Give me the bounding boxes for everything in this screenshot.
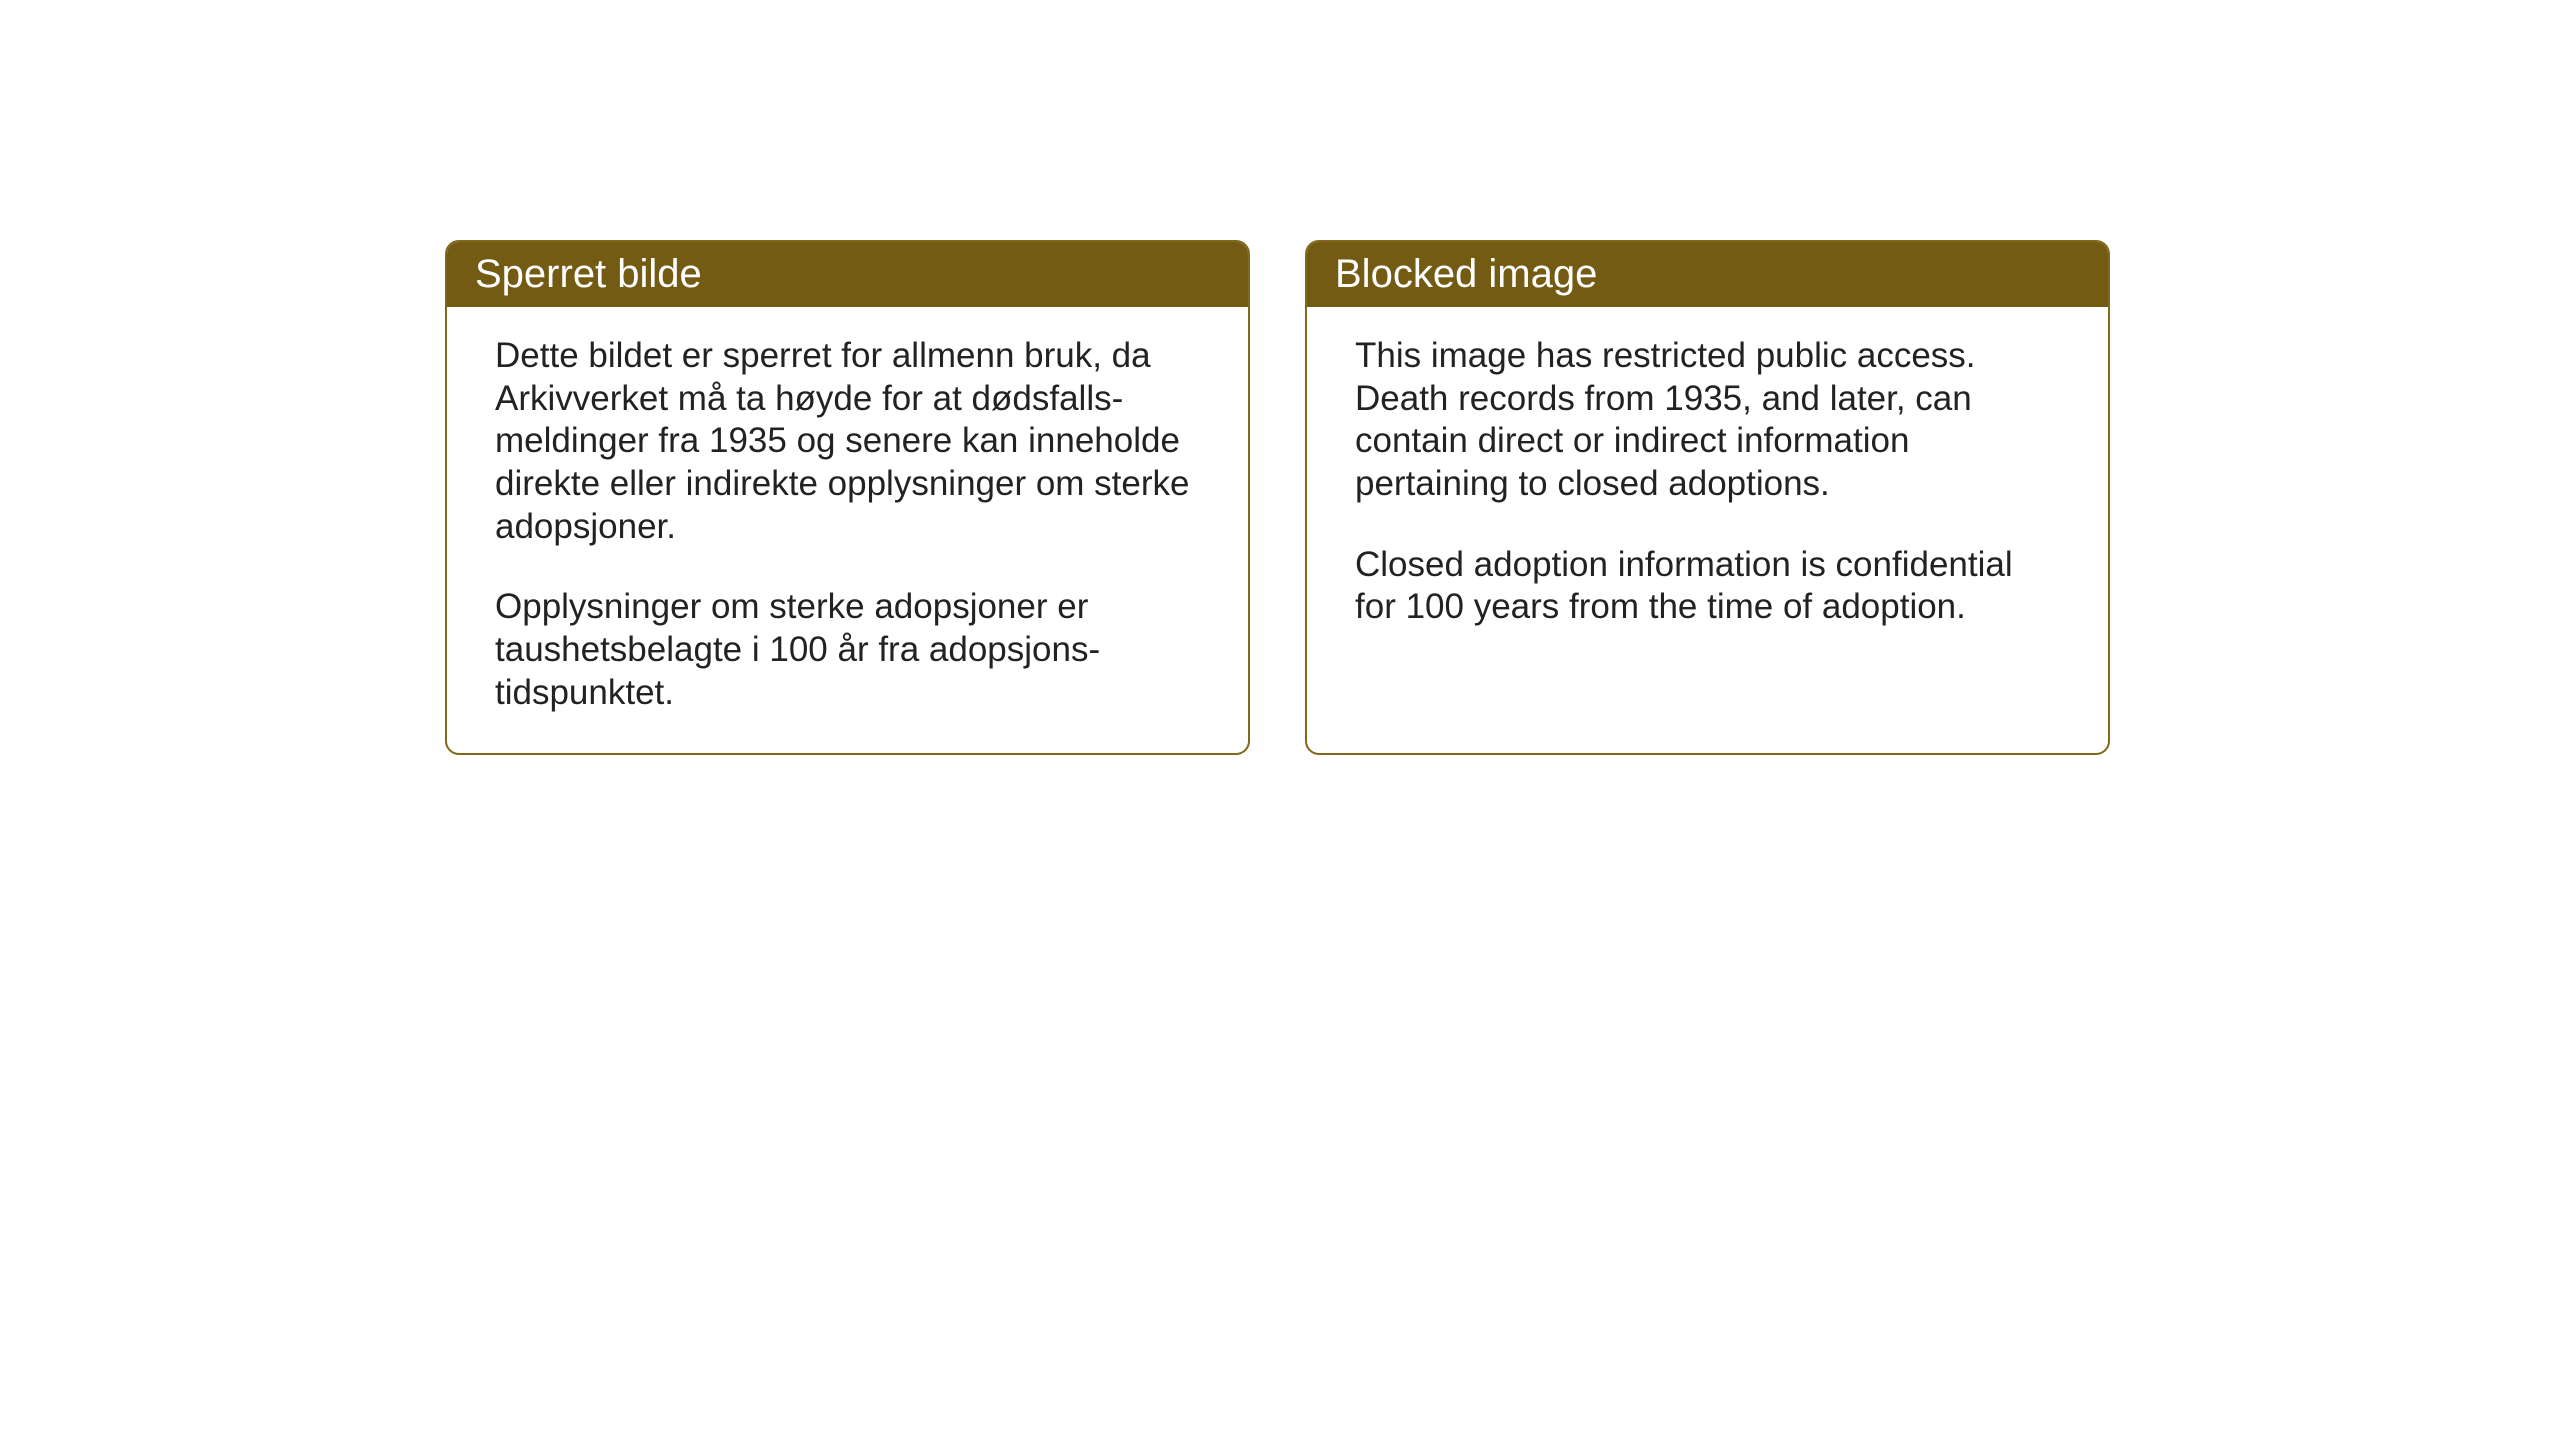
english-paragraph-2: Closed adoption information is confident… <box>1355 544 2060 629</box>
norwegian-paragraph-2: Opplysninger om sterke adopsjoner er tau… <box>495 586 1200 714</box>
english-card-title: Blocked image <box>1307 242 2108 307</box>
norwegian-card-title: Sperret bilde <box>447 242 1248 307</box>
norwegian-paragraph-1: Dette bildet er sperret for allmenn bruk… <box>495 335 1200 548</box>
english-paragraph-1: This image has restricted public access.… <box>1355 335 2060 506</box>
norwegian-card-body: Dette bildet er sperret for allmenn bruk… <box>447 307 1248 753</box>
notice-cards-container: Sperret bilde Dette bildet er sperret fo… <box>445 240 2115 755</box>
norwegian-notice-card: Sperret bilde Dette bildet er sperret fo… <box>445 240 1250 755</box>
english-notice-card: Blocked image This image has restricted … <box>1305 240 2110 755</box>
english-card-body: This image has restricted public access.… <box>1307 307 2108 667</box>
